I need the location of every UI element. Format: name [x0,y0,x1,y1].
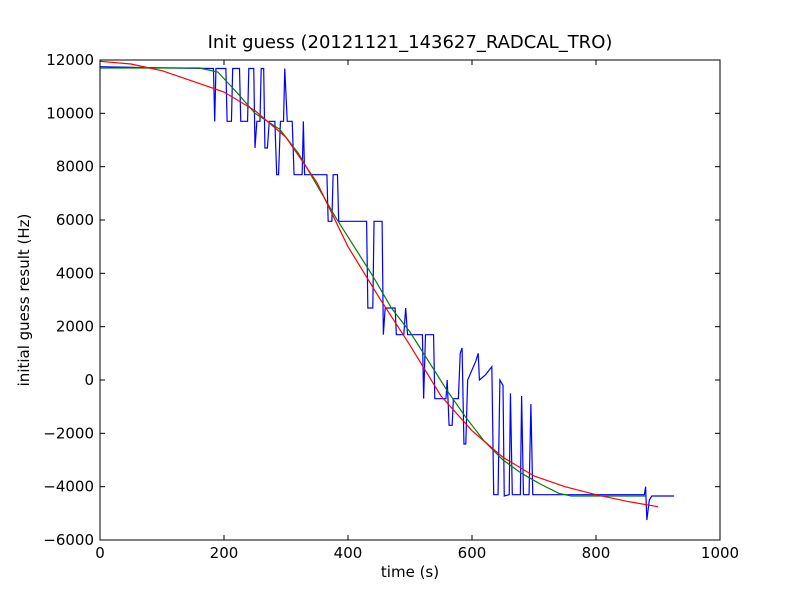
y-tick-label: 6000 [56,211,94,229]
y-tick-label: 12000 [46,51,94,69]
x-tick-label: 200 [210,544,239,562]
series-line-1 [100,66,675,521]
y-tick-label: 8000 [56,158,94,176]
x-tick-label: 400 [334,544,363,562]
series-line-3 [100,60,659,508]
y-tick-label: 2000 [56,318,94,336]
plot-area: 0 200 400 600 800 1000 −6000 −4000 −2000 0 2000 400… [43,51,739,562]
x-tick-label: 1000 [701,544,739,562]
y-tick-label: −4000 [43,478,94,496]
series-line-2 [100,67,646,497]
y-tick-label: 0 [84,371,94,389]
x-axis-label: time (s) [381,563,439,581]
y-axis-label: initial guess result (Hz) [15,214,33,387]
x-tick-label: 600 [458,544,487,562]
x-tick-label: 800 [582,544,611,562]
axes-frame [99,59,721,541]
y-tick-label: −2000 [43,424,94,442]
chart-title: Init guess (20121121_143627_RADCAL_TRO) [208,32,613,53]
y-tick-label: 4000 [56,264,94,282]
y-tick-label: −6000 [43,531,94,549]
x-tick-label: 0 [95,544,105,562]
y-tick-label: 10000 [46,104,94,122]
